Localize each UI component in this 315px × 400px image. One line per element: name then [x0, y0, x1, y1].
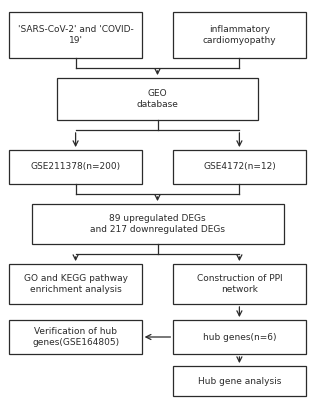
Text: hub genes(n=6): hub genes(n=6) — [203, 332, 276, 342]
FancyBboxPatch shape — [9, 320, 142, 354]
Text: Hub gene analysis: Hub gene analysis — [198, 376, 281, 386]
FancyBboxPatch shape — [173, 366, 306, 396]
FancyBboxPatch shape — [32, 204, 284, 244]
FancyBboxPatch shape — [173, 320, 306, 354]
FancyBboxPatch shape — [9, 12, 142, 58]
Text: Verification of hub
genes(GSE164805): Verification of hub genes(GSE164805) — [32, 326, 119, 347]
Text: 'SARS-CoV-2' and 'COVID-
19': 'SARS-CoV-2' and 'COVID- 19' — [18, 25, 134, 45]
Text: GSE211378(n=200): GSE211378(n=200) — [31, 162, 121, 172]
FancyBboxPatch shape — [173, 264, 306, 304]
FancyBboxPatch shape — [173, 150, 306, 184]
Text: Construction of PPI
network: Construction of PPI network — [197, 274, 282, 294]
FancyBboxPatch shape — [57, 78, 258, 120]
FancyBboxPatch shape — [173, 12, 306, 58]
Text: 89 upregulated DEGs
and 217 downregulated DEGs: 89 upregulated DEGs and 217 downregulate… — [90, 214, 225, 234]
Text: GEO
database: GEO database — [137, 89, 178, 109]
Text: GSE4172(n=12): GSE4172(n=12) — [203, 162, 276, 172]
Text: GO and KEGG pathway
enrichment analysis: GO and KEGG pathway enrichment analysis — [24, 274, 128, 294]
Text: inflammatory
cardiomyopathy: inflammatory cardiomyopathy — [203, 25, 276, 45]
FancyBboxPatch shape — [9, 264, 142, 304]
FancyBboxPatch shape — [9, 150, 142, 184]
